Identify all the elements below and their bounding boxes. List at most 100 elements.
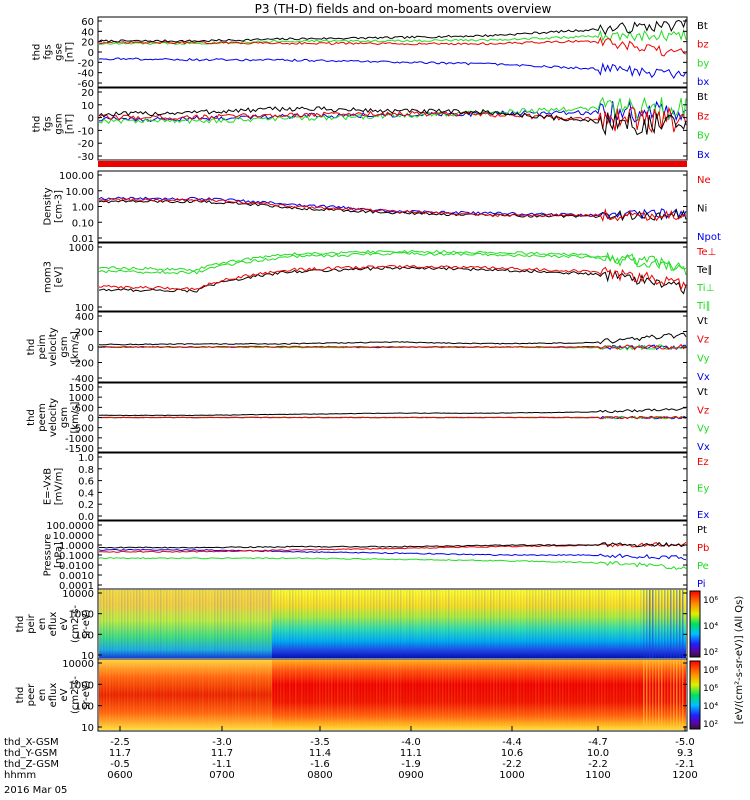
- y-tick-label: 1000: [69, 393, 94, 404]
- colorbar-tick-label: 10⁶: [703, 684, 718, 694]
- spectrogram-stripe: [580, 660, 582, 730]
- spectrogram-stripe: [109, 590, 111, 658]
- spectrogram-stripe: [667, 590, 669, 658]
- spectrogram-stripe: [565, 590, 567, 658]
- spectrogram-stripe: [154, 590, 156, 658]
- y-tick-label: 60: [81, 17, 94, 28]
- y-axis-label: gsm: [54, 113, 65, 134]
- spectrogram-stripe: [385, 590, 387, 658]
- spectrogram-stripe: [325, 590, 327, 658]
- date-label: 2016 Mar 05: [4, 785, 67, 796]
- series-line-Bt: [98, 19, 687, 43]
- spectrogram-stripe: [613, 590, 615, 658]
- spectrogram-stripe: [529, 590, 531, 658]
- spectrogram-stripe: [565, 660, 567, 730]
- spectrogram-stripe: [175, 660, 177, 730]
- y-axis-label: E=-VxB: [43, 468, 54, 505]
- spectrogram-stripe: [145, 660, 147, 730]
- spectrogram-stripe: [463, 660, 465, 730]
- colorbar: [689, 660, 701, 730]
- spectrogram-stripe: [397, 660, 399, 730]
- spectrogram-stripe: [358, 590, 360, 658]
- spectrogram-stripe: [100, 660, 102, 730]
- spectrogram-stripe: [382, 590, 384, 658]
- x-tick-label: -1.1: [212, 759, 232, 770]
- spectrogram-stripe: [298, 660, 300, 730]
- series-line-Pi: [98, 548, 687, 561]
- spectrogram-stripe: [637, 660, 639, 730]
- spectrogram-stripe: [346, 660, 348, 730]
- spectrogram-stripe: [259, 590, 261, 658]
- y-tick-label: -10: [78, 126, 94, 137]
- series-line-Ne: [98, 197, 687, 222]
- y-tick-label: 0.0010: [59, 571, 94, 582]
- y-tick-label: 10: [81, 101, 94, 112]
- colorbar-tick-label: 10⁴: [703, 702, 718, 712]
- spectrogram-stripe: [277, 660, 279, 730]
- series-layer: [98, 19, 687, 571]
- series-line-Bx: [98, 100, 687, 126]
- y-axis-label: [nT]: [65, 42, 76, 62]
- spectrogram-stripe: [217, 590, 219, 658]
- y-tick-label: 0.6: [78, 477, 94, 488]
- spectrogram-stripe: [418, 660, 420, 730]
- x-tick-label: -0.5: [110, 759, 130, 770]
- spectrogram-stripe: [235, 590, 237, 658]
- spectrogram-stripe: [130, 590, 132, 658]
- spectrogram-stripe: [502, 660, 504, 730]
- y-axis-label: eflux: [48, 683, 59, 708]
- spectrogram-stripe: [226, 590, 228, 658]
- y-tick-label: -60: [78, 79, 94, 90]
- series-line-Bt: [98, 106, 687, 137]
- spectrogram-stripe: [424, 660, 426, 730]
- spectrogram-stripe: [646, 660, 648, 730]
- spectrogram-stripe: [640, 590, 642, 658]
- spectrogram-stripe: [619, 660, 621, 730]
- y-axis-label: gse: [54, 43, 65, 61]
- spectrogram-stripe: [394, 590, 396, 658]
- spectrogram-stripe: [307, 660, 309, 730]
- spectrogram-stripe: [337, 590, 339, 658]
- x-axis-row-label: thd_Y-GSM: [4, 748, 57, 759]
- legend-entry: Te⊥: [696, 247, 716, 258]
- x-axis-row-label: thd_Z-GSM: [4, 759, 59, 770]
- y-tick-label: -1000: [65, 434, 94, 445]
- spectrogram-stripe: [295, 590, 297, 658]
- spectrogram-stripe: [481, 590, 483, 658]
- spectrogram-stripe: [220, 660, 222, 730]
- y-axis-label: thd: [15, 616, 26, 633]
- spectrogram-stripe: [379, 660, 381, 730]
- spectrogram-stripe: [253, 590, 255, 658]
- panel-frame: [97, 170, 688, 243]
- spectrogram-stripe: [178, 590, 180, 658]
- spectrogram-stripe: [400, 660, 402, 730]
- legend-entry: Vy: [697, 353, 710, 364]
- spectrogram-stripe: [583, 590, 585, 658]
- y-tick-label: 1500: [69, 383, 94, 394]
- spectrogram-stripe: [400, 590, 402, 658]
- y-tick-label: 0: [88, 414, 94, 425]
- y-tick-label: 400: [75, 312, 94, 323]
- spectrogram-stripe: [175, 590, 177, 658]
- spectrogram-stripe: [457, 660, 459, 730]
- spectrogram-stripe: [187, 660, 189, 730]
- spectrogram-stripe: [508, 590, 510, 658]
- spectrogram-stripe: [469, 590, 471, 658]
- spectrogram-stripe: [547, 660, 549, 730]
- x-tick-label: 0900: [398, 770, 423, 781]
- spectrogram-stripe: [442, 590, 444, 658]
- spectrogram-stripe: [352, 660, 354, 730]
- x-axis-row-label: thd_X-GSM: [4, 737, 59, 748]
- spectrogram-stripe: [160, 590, 162, 658]
- spectrogram-stripe: [178, 660, 180, 730]
- spectrogram-stripe: [229, 590, 231, 658]
- spectrogram-layer: [99, 590, 686, 730]
- spectrogram-stripe: [205, 590, 207, 658]
- x-tick-label: -1.6: [310, 759, 330, 770]
- spectrogram-stripe: [580, 590, 582, 658]
- y-axis-label: (cm2-s-: [70, 605, 81, 643]
- spectrogram-stripe: [280, 590, 282, 658]
- spectrogram-stripe: [511, 590, 513, 658]
- spectrogram-stripe: [364, 660, 366, 730]
- y-tick-label: 500: [75, 403, 94, 414]
